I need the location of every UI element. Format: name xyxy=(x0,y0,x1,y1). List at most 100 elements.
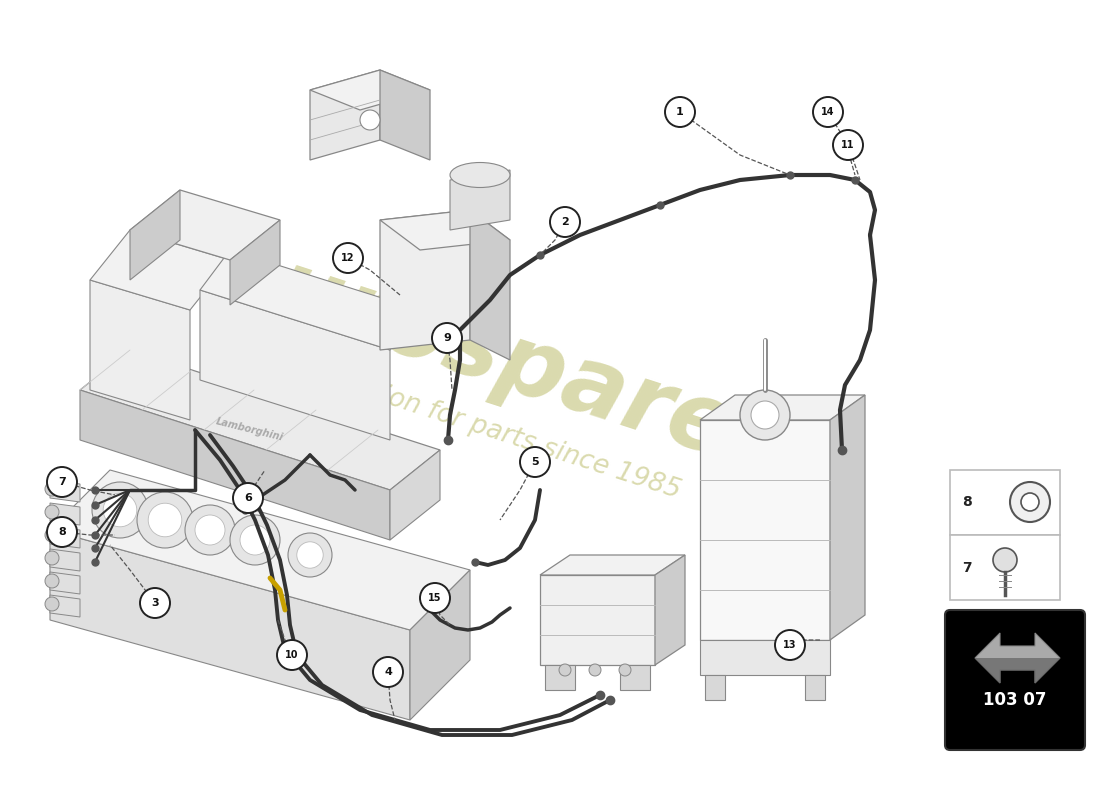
Polygon shape xyxy=(544,665,575,690)
Circle shape xyxy=(420,583,450,613)
Polygon shape xyxy=(620,665,650,690)
Polygon shape xyxy=(654,555,685,665)
Circle shape xyxy=(833,130,864,160)
Circle shape xyxy=(751,401,779,429)
Polygon shape xyxy=(700,640,830,675)
Text: 13: 13 xyxy=(783,640,796,650)
Text: Lamborghini: Lamborghini xyxy=(216,417,285,443)
Polygon shape xyxy=(410,570,470,720)
Text: 7: 7 xyxy=(962,561,971,575)
Polygon shape xyxy=(80,350,440,490)
Polygon shape xyxy=(130,190,180,280)
Text: 8: 8 xyxy=(58,527,66,537)
Text: 5: 5 xyxy=(531,457,539,467)
Polygon shape xyxy=(540,555,685,575)
Polygon shape xyxy=(50,470,470,630)
Circle shape xyxy=(776,630,805,660)
Circle shape xyxy=(619,664,631,676)
Circle shape xyxy=(138,492,192,548)
Circle shape xyxy=(740,390,790,440)
Circle shape xyxy=(1010,482,1050,522)
Polygon shape xyxy=(310,70,430,110)
Text: 2: 2 xyxy=(561,217,569,227)
Text: 8: 8 xyxy=(962,495,971,509)
Polygon shape xyxy=(470,210,510,360)
Circle shape xyxy=(813,97,843,127)
Polygon shape xyxy=(540,575,654,665)
Polygon shape xyxy=(975,658,1060,683)
Circle shape xyxy=(520,447,550,477)
Polygon shape xyxy=(130,190,280,260)
Text: 103 07: 103 07 xyxy=(983,691,1047,709)
Circle shape xyxy=(240,525,270,555)
Circle shape xyxy=(360,110,379,130)
Text: 4: 4 xyxy=(384,667,392,677)
Circle shape xyxy=(47,467,77,497)
Circle shape xyxy=(233,483,263,513)
Text: a passion for parts since 1985: a passion for parts since 1985 xyxy=(297,356,683,504)
Circle shape xyxy=(92,482,148,538)
Polygon shape xyxy=(310,70,380,160)
Polygon shape xyxy=(700,395,865,420)
Circle shape xyxy=(45,505,59,519)
Polygon shape xyxy=(975,633,1060,683)
Circle shape xyxy=(559,664,571,676)
Text: 15: 15 xyxy=(428,593,442,603)
Circle shape xyxy=(47,517,77,547)
Circle shape xyxy=(45,482,59,496)
Bar xyxy=(950,470,1060,535)
Polygon shape xyxy=(50,530,410,720)
Ellipse shape xyxy=(450,162,510,187)
Circle shape xyxy=(103,493,136,527)
Polygon shape xyxy=(50,526,80,548)
Polygon shape xyxy=(90,280,190,420)
Circle shape xyxy=(148,503,182,537)
Circle shape xyxy=(432,323,462,353)
Circle shape xyxy=(373,657,403,687)
Polygon shape xyxy=(230,220,280,305)
Circle shape xyxy=(588,664,601,676)
Polygon shape xyxy=(90,230,230,310)
Circle shape xyxy=(45,574,59,588)
Circle shape xyxy=(666,97,695,127)
Polygon shape xyxy=(50,595,80,617)
Circle shape xyxy=(277,640,307,670)
Polygon shape xyxy=(700,420,830,640)
Polygon shape xyxy=(50,503,80,525)
Polygon shape xyxy=(50,480,80,502)
Circle shape xyxy=(230,515,280,565)
Polygon shape xyxy=(450,170,510,230)
Polygon shape xyxy=(805,675,825,700)
Circle shape xyxy=(550,207,580,237)
Text: 12: 12 xyxy=(341,253,354,263)
Text: 3: 3 xyxy=(151,598,158,608)
Polygon shape xyxy=(705,675,725,700)
Polygon shape xyxy=(379,70,430,160)
Circle shape xyxy=(288,533,332,577)
Polygon shape xyxy=(80,390,390,540)
Polygon shape xyxy=(200,290,390,440)
Bar xyxy=(950,535,1060,600)
Polygon shape xyxy=(200,250,420,350)
Circle shape xyxy=(45,528,59,542)
FancyBboxPatch shape xyxy=(945,610,1085,750)
Text: 6: 6 xyxy=(244,493,252,503)
Polygon shape xyxy=(379,210,510,250)
Text: 1: 1 xyxy=(676,107,684,117)
Polygon shape xyxy=(390,450,440,540)
Polygon shape xyxy=(379,210,470,350)
Circle shape xyxy=(45,551,59,565)
Circle shape xyxy=(185,505,235,555)
Text: 11: 11 xyxy=(842,140,855,150)
Circle shape xyxy=(45,597,59,611)
Polygon shape xyxy=(50,572,80,594)
Text: 14: 14 xyxy=(822,107,835,117)
Circle shape xyxy=(195,515,226,545)
Circle shape xyxy=(1021,493,1040,511)
Circle shape xyxy=(297,542,323,568)
Text: 10: 10 xyxy=(285,650,299,660)
Text: 9: 9 xyxy=(443,333,451,343)
Text: eurospares: eurospares xyxy=(201,224,799,496)
Text: 7: 7 xyxy=(58,477,66,487)
Polygon shape xyxy=(50,549,80,571)
